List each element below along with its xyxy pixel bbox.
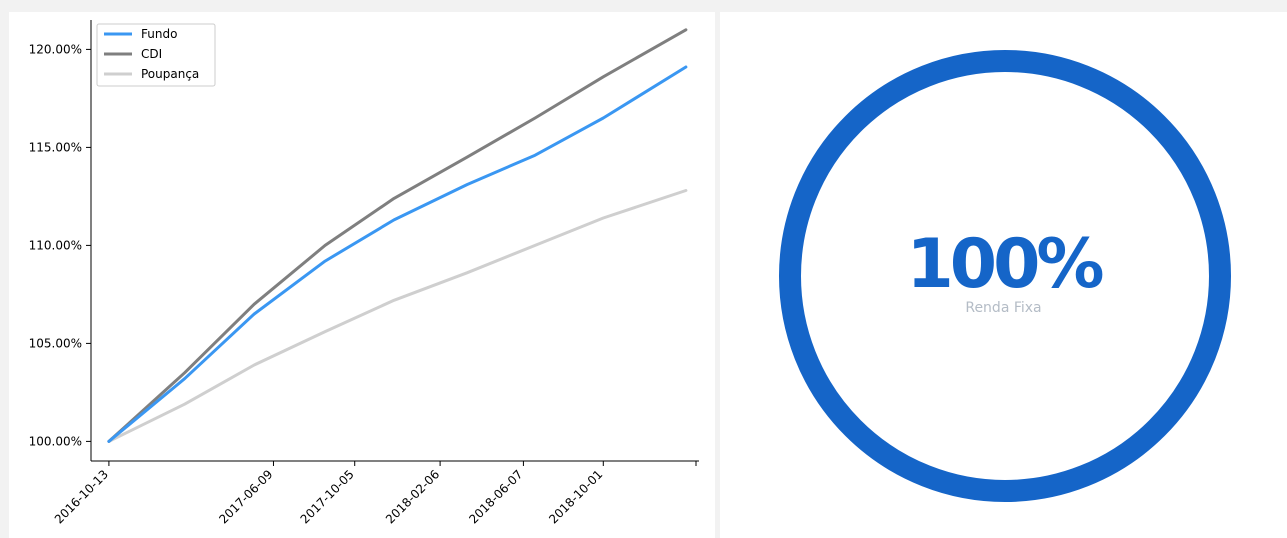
donut-center-value: 100% (906, 225, 1104, 304)
series-line-poupanca (107, 189, 688, 443)
performance-chart-panel: 100.00% 105.00% 110.00% 115.00% 120.00% 2016-… (9, 12, 715, 538)
y-tick-label: 115.00% (29, 140, 82, 154)
y-tick-label: 120.00% (29, 42, 82, 56)
series-line-fundo (107, 65, 688, 443)
legend-label-cdi: CDI (141, 47, 162, 61)
x-tick-label: 2017-10-05 (298, 467, 357, 526)
y-tick-label: 105.00% (29, 336, 82, 350)
series-line-cdi (107, 28, 688, 443)
y-tick-label: 100.00% (29, 434, 82, 448)
donut-center-label: Renda Fixa (965, 300, 1042, 316)
performance-line-chart: 100.00% 105.00% 110.00% 115.00% 120.00% 2016-… (29, 20, 699, 526)
x-tick-label: 2018-06-07 (466, 467, 525, 526)
allocation-donut-panel: 100% Renda Fixa (720, 12, 1287, 538)
legend-label-poupanca: Poupança (141, 67, 199, 81)
y-tick-label: 110.00% (29, 238, 82, 252)
x-tick-label: 2018-02-06 (383, 467, 442, 526)
x-tick-label: 2018-10-01 (546, 467, 605, 526)
x-tick-label: 2016-10-13 (52, 467, 111, 526)
legend-label-fundo: Fundo (141, 27, 177, 41)
x-tick-label: 2017-06-09 (216, 467, 275, 526)
donut-ring (779, 50, 1231, 502)
allocation-donut-chart (779, 50, 1231, 502)
legend-box (96, 23, 216, 87)
